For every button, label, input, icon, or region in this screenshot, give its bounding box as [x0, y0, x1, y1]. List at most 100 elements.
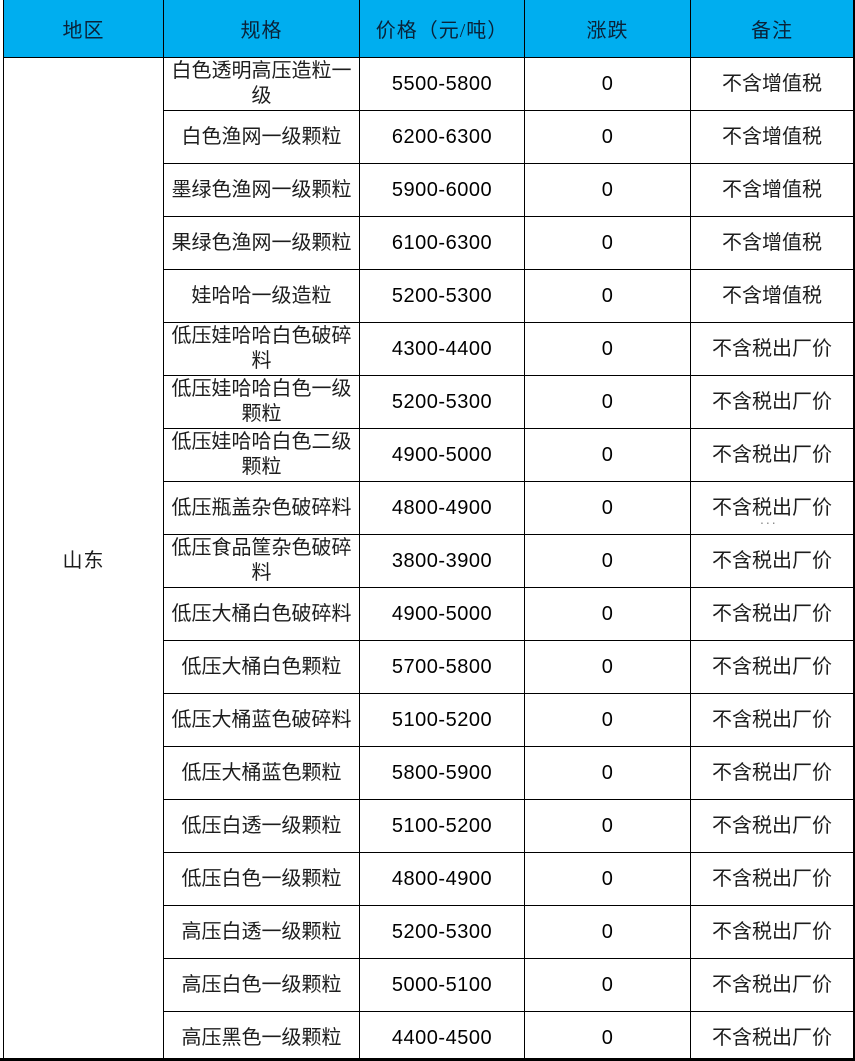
change-cell: 0 — [524, 481, 691, 535]
note-cell: 不含税出厂价 — [690, 428, 853, 482]
column-header-region: 地区 — [3, 0, 164, 58]
note-cell: 不含税出厂价 — [690, 375, 853, 429]
change-cell: 0 — [524, 375, 691, 429]
note-cell: 不含税出厂价 — [690, 1011, 853, 1058]
note-cell: 不含税出厂价 — [690, 746, 853, 800]
change-cell: 0 — [524, 640, 691, 694]
spec-cell: 低压大桶白色颗粒 — [163, 640, 360, 694]
column-header-change: 涨跌 — [524, 0, 691, 58]
price-cell: 5200-5300 — [359, 269, 525, 323]
table-row: 低压白色一级颗粒 4800-4900 0 不含税出厂价 — [4, 852, 853, 906]
table-row: 墨绿色渔网一级颗粒 5900-6000 0 不含增值税 — [4, 163, 853, 217]
price-cell: 5200-5300 — [359, 905, 525, 959]
change-cell: 0 — [524, 428, 691, 482]
price-cell: 4900-5000 — [359, 587, 525, 641]
price-cell: 5900-6000 — [359, 163, 525, 217]
note-cell: 不含税出厂价 — [690, 587, 853, 641]
spec-cell: 高压黑色一级颗粒 — [163, 1011, 360, 1058]
table-row: 高压白透一级颗粒 5200-5300 0 不含税出厂价 — [4, 905, 853, 959]
spec-cell: 低压白色一级颗粒 — [163, 852, 360, 906]
table-row: 低压白透一级颗粒 5100-5200 0 不含税出厂价 — [4, 799, 853, 853]
price-cell: 4800-4900 — [359, 481, 525, 535]
note-cell: 不含税出厂价 — [690, 693, 853, 747]
note-cell: 不含增值税 — [690, 163, 853, 217]
note-cell: 不含税出厂价 — [690, 905, 853, 959]
change-cell: 0 — [524, 1011, 691, 1058]
change-cell: 0 — [524, 110, 691, 164]
dots-artifact: ... — [760, 511, 778, 527]
note-cell: 不含增值税 — [690, 110, 853, 164]
spec-cell: 果绿色渔网一级颗粒 — [163, 216, 360, 270]
price-table: 地区 规格 价格（元/吨） 涨跌 备注 山东 白色透明高压造粒一级 5500-5… — [3, 0, 853, 1058]
note-cell: 不含税出厂价 — [690, 799, 853, 853]
table-row: 低压大桶白色破碎料 4900-5000 0 不含税出厂价 — [4, 587, 853, 641]
spec-cell: 低压大桶蓝色破碎料 — [163, 693, 360, 747]
price-cell: 5500-5800 — [359, 57, 525, 111]
table-row: 娃哈哈一级造粒 5200-5300 0 不含增值税 — [4, 269, 853, 323]
price-cell: 6200-6300 — [359, 110, 525, 164]
spec-cell: 墨绿色渔网一级颗粒 — [163, 163, 360, 217]
price-cell: 5100-5200 — [359, 693, 525, 747]
note-cell: 不含税出厂价 — [690, 852, 853, 906]
note-cell: 不含税出厂价 — [690, 481, 853, 535]
table-row: 白色渔网一级颗粒 6200-6300 0 不含增值税 — [4, 110, 853, 164]
price-cell: 5200-5300 — [359, 375, 525, 429]
spec-cell: 低压白透一级颗粒 — [163, 799, 360, 853]
price-cell: 6100-6300 — [359, 216, 525, 270]
change-cell: 0 — [524, 799, 691, 853]
table-row: 低压瓶盖杂色破碎料 4800-4900 0 不含税出厂价 — [4, 481, 853, 535]
change-cell: 0 — [524, 852, 691, 906]
change-cell: 0 — [524, 322, 691, 376]
price-cell: 4800-4900 — [359, 852, 525, 906]
spec-cell: 高压白色一级颗粒 — [163, 958, 360, 1012]
note-cell: 不含增值税 — [690, 57, 853, 111]
change-cell: 0 — [524, 163, 691, 217]
note-cell: 不含增值税 — [690, 216, 853, 270]
change-cell: 0 — [524, 905, 691, 959]
spec-cell: 低压瓶盖杂色破碎料 — [163, 481, 360, 535]
note-cell: 不含税出厂价 — [690, 958, 853, 1012]
spec-cell: 低压娃哈哈白色一级颗粒 — [163, 375, 360, 429]
price-cell: 3800-3900 — [359, 534, 525, 588]
price-cell: 5000-5100 — [359, 958, 525, 1012]
spec-cell: 白色透明高压造粒一级 — [163, 57, 360, 111]
note-cell: 不含税出厂价 — [690, 322, 853, 376]
table-row: 低压大桶蓝色颗粒 5800-5900 0 不含税出厂价 — [4, 746, 853, 800]
spec-cell: 高压白透一级颗粒 — [163, 905, 360, 959]
table-row: 高压黑色一级颗粒 4400-4500 0 不含税出厂价 — [4, 1011, 853, 1058]
spec-cell: 白色渔网一级颗粒 — [163, 110, 360, 164]
header-row: 地区 规格 价格（元/吨） 涨跌 备注 — [3, 0, 853, 58]
column-header-price: 价格（元/吨） — [359, 0, 525, 58]
table-row: 低压大桶蓝色破碎料 5100-5200 0 不含税出厂价 — [4, 693, 853, 747]
table-row: 低压大桶白色颗粒 5700-5800 0 不含税出厂价 — [4, 640, 853, 694]
note-cell: 不含税出厂价 — [690, 534, 853, 588]
change-cell: 0 — [524, 216, 691, 270]
table-row: 低压娃哈哈白色一级颗粒 5200-5300 0 不含税出厂价 — [4, 375, 853, 429]
spec-cell: 低压大桶白色破碎料 — [163, 587, 360, 641]
spec-cell: 低压大桶蓝色颗粒 — [163, 746, 360, 800]
change-cell: 0 — [524, 57, 691, 111]
table-row: 低压娃哈哈白色二级颗粒 4900-5000 0 不含税出厂价 — [4, 428, 853, 482]
spec-cell: 低压娃哈哈白色破碎料 — [163, 322, 360, 376]
spec-cell: 低压食品筐杂色破碎料 — [163, 534, 360, 588]
price-cell: 5100-5200 — [359, 799, 525, 853]
price-cell: 5700-5800 — [359, 640, 525, 694]
table-row: 低压娃哈哈白色破碎料 4300-4400 0 不含税出厂价 — [4, 322, 853, 376]
spec-cell: 娃哈哈一级造粒 — [163, 269, 360, 323]
change-cell: 0 — [524, 693, 691, 747]
column-header-note: 备注 — [690, 0, 853, 58]
region-cell: 山东 — [3, 57, 164, 1058]
note-cell: 不含税出厂价 — [690, 640, 853, 694]
table-row: 山东 白色透明高压造粒一级 5500-5800 0 不含增值税 — [3, 57, 853, 1058]
note-cell: 不含增值税 — [690, 269, 853, 323]
price-cell: 4400-4500 — [359, 1011, 525, 1058]
table-row: 低压食品筐杂色破碎料 3800-3900 0 不含税出厂价 — [4, 534, 853, 588]
price-cell: 5800-5900 — [359, 746, 525, 800]
change-cell: 0 — [524, 269, 691, 323]
change-cell: 0 — [524, 746, 691, 800]
change-cell: 0 — [524, 958, 691, 1012]
change-cell: 0 — [524, 587, 691, 641]
change-cell: 0 — [524, 534, 691, 588]
column-header-spec: 规格 — [163, 0, 360, 58]
